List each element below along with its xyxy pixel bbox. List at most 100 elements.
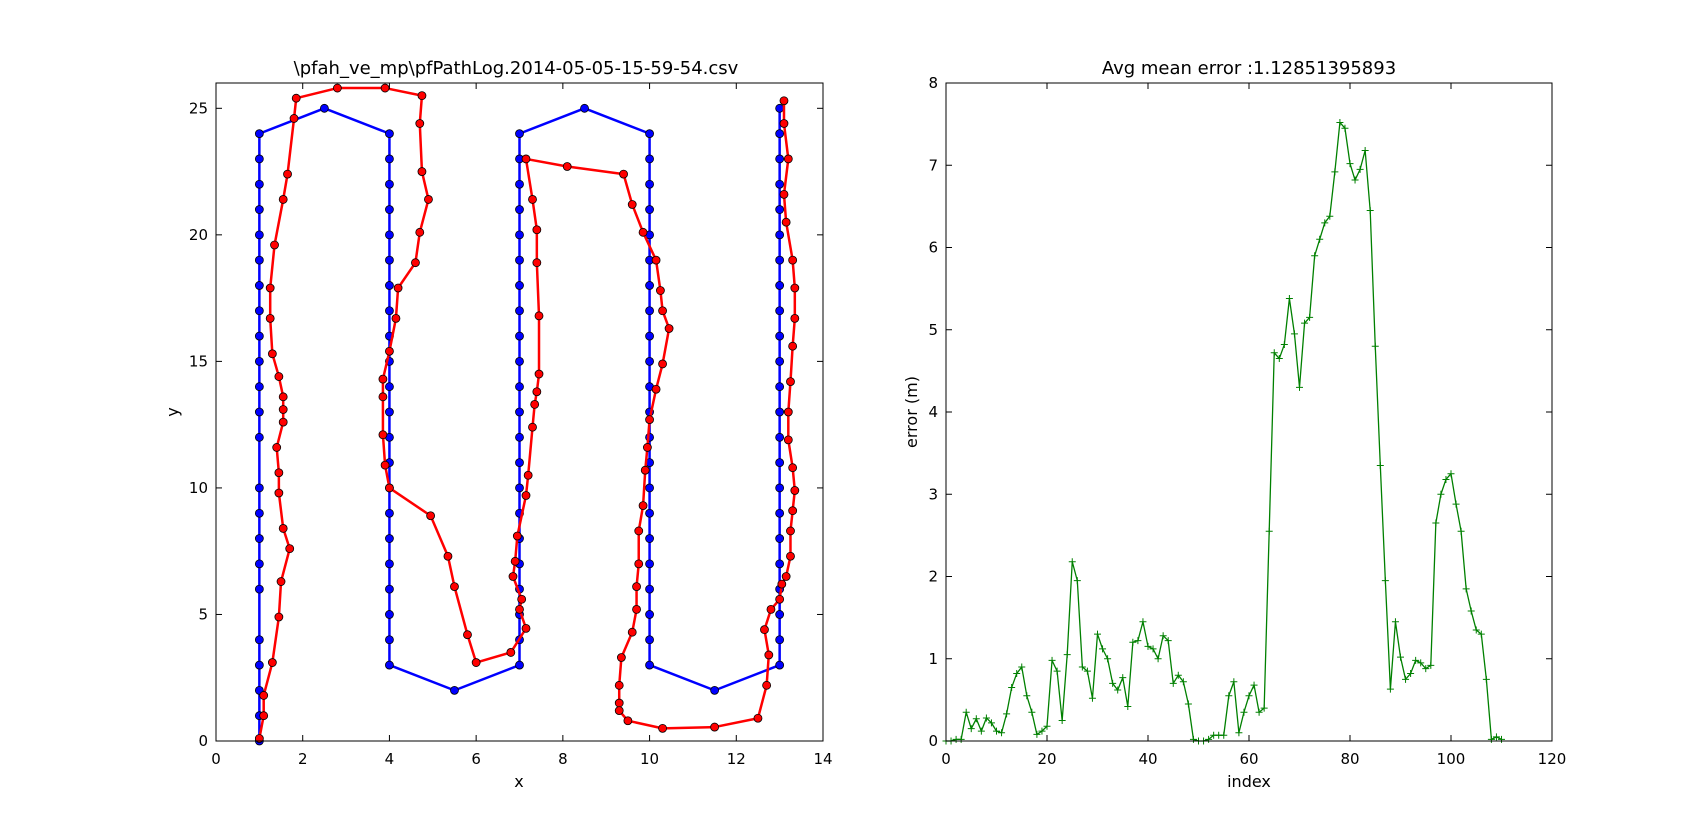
estimated-path-point: [415, 119, 425, 128]
planned-path-point: [645, 508, 654, 518]
error-point: [1280, 341, 1288, 349]
planned-path-point: [254, 534, 264, 543]
planned-path-point: [775, 458, 785, 468]
path-chart-x-tick-label: 8: [558, 750, 568, 768]
error-point: [1311, 252, 1319, 260]
error-point: [1169, 679, 1177, 687]
planned-path-point: [645, 129, 654, 139]
estimated-path-point: [528, 195, 537, 204]
error-point: [1341, 124, 1349, 132]
error-chart-plot-area: [942, 118, 1505, 745]
error-point: [1346, 160, 1354, 168]
error-point: [1028, 708, 1036, 716]
estimated-path-point: [291, 93, 301, 103]
error-point: [1361, 146, 1369, 154]
estimated-path-point: [443, 551, 453, 561]
estimated-path-point: [616, 653, 626, 662]
estimated-path-point: [783, 435, 793, 445]
error-chart-x-tick-label: 60: [1239, 750, 1258, 768]
planned-path-point: [645, 559, 654, 569]
estimated-path-point: [790, 313, 800, 323]
estimated-path-point: [512, 531, 522, 541]
planned-path-point: [385, 559, 394, 569]
error-point: [1129, 638, 1137, 646]
error-point: [1240, 708, 1248, 716]
estimated-path-point: [788, 506, 798, 516]
estimated-path-point: [764, 650, 774, 660]
error-point: [1366, 206, 1374, 214]
estimated-path-point: [623, 716, 633, 726]
estimated-path-point: [278, 405, 288, 414]
planned-path-point: [385, 407, 394, 417]
estimated-path-point: [530, 400, 540, 409]
estimated-path-point: [790, 283, 800, 293]
error-point: [1467, 607, 1475, 615]
estimated-path-point: [614, 698, 624, 708]
path-chart-y-tick-label: 10: [189, 479, 208, 497]
error-point: [1265, 527, 1273, 535]
estimated-path-point: [783, 154, 793, 164]
estimated-path-point: [534, 369, 544, 379]
planned-path-point: [515, 306, 524, 316]
planned-path-point: [645, 306, 654, 316]
error-point: [1422, 665, 1430, 673]
error-point: [1412, 656, 1420, 664]
estimated-path-point: [259, 691, 269, 700]
estimated-path-point: [634, 559, 644, 569]
estimated-path-point: [532, 258, 542, 268]
planned-path-point: [515, 382, 524, 392]
estimated-path-point: [276, 577, 286, 586]
path-chart-x-tick-label: 0: [211, 750, 221, 768]
estimated-path-point: [417, 91, 427, 101]
error-point: [1189, 735, 1197, 743]
planned-path-point: [385, 179, 394, 189]
estimated-path-point: [285, 544, 295, 554]
path-chart-x-tick-label: 2: [298, 750, 308, 768]
error-point: [1250, 681, 1258, 689]
error-point: [1154, 655, 1162, 663]
error-point: [1290, 330, 1298, 338]
error-point: [1179, 678, 1187, 686]
error-chart-y-axis-label: error (m): [902, 376, 921, 448]
planned-path-point: [385, 660, 394, 670]
error-point: [1235, 729, 1243, 737]
planned-path-point: [775, 179, 785, 189]
estimated-path-point: [779, 119, 789, 128]
error-point: [1462, 585, 1470, 593]
path-chart-y-tick-label: 5: [198, 605, 208, 623]
planned-path-point: [645, 534, 654, 543]
planned-path-point: [385, 154, 394, 164]
error-point: [1296, 383, 1303, 391]
estimated-path-point: [779, 96, 789, 106]
planned-path-point: [385, 534, 394, 543]
error-point: [993, 727, 1000, 735]
estimated-path-point: [779, 189, 789, 199]
error-point: [1407, 670, 1415, 678]
planned-path-point: [775, 205, 785, 214]
estimated-path-point: [627, 627, 637, 637]
planned-path-point: [515, 230, 524, 240]
error-chart-y-tick-label: 7: [928, 156, 938, 174]
planned-path-point: [775, 154, 785, 164]
error-chart: Avg mean error :1.12851395893 index erro…: [902, 58, 1566, 791]
error-chart-y-tick-label: 6: [928, 239, 938, 257]
error-point: [1447, 470, 1455, 478]
error-point: [1003, 710, 1011, 718]
error-point: [1245, 692, 1253, 700]
planned-path-point: [645, 331, 654, 341]
estimated-path-point: [283, 169, 292, 179]
estimated-path-point: [651, 255, 661, 265]
error-chart-x-tick-label: 20: [1037, 750, 1056, 768]
path-chart-plot-area: [254, 83, 800, 746]
path-chart-x-axis-label: x: [514, 772, 523, 791]
estimated-path-point: [790, 486, 800, 495]
error-point: [1402, 675, 1410, 683]
error-point: [1260, 704, 1268, 712]
planned-path-point: [645, 610, 654, 619]
estimated-path-point: [638, 227, 648, 237]
planned-path-point: [775, 281, 785, 290]
error-point: [1477, 630, 1485, 638]
estimated-path-point: [775, 594, 785, 604]
error-point: [1159, 632, 1167, 640]
planned-path-point: [254, 331, 264, 341]
